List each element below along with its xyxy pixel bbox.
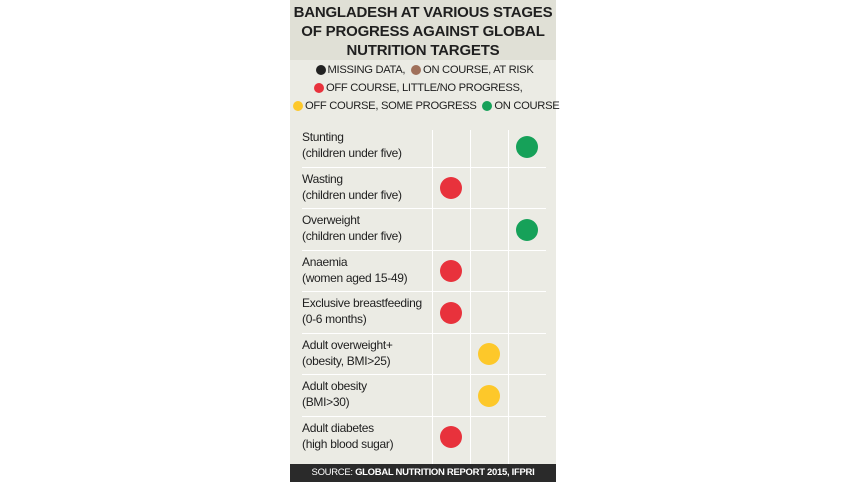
row-label-line-1: Exclusive breastfeeding [302,296,422,310]
legend-dot-off-little [314,83,324,94]
row-label: Adult overweight+ (obesity, BMI>25) [302,337,432,369]
row-label-line-1: Adult overweight+ [302,337,393,352]
row-label-line-1: Adult obesity [302,379,367,393]
title-line-3: NUTRITION TARGETS [346,42,500,59]
legend-dot-on-course [482,101,493,112]
row-label-line-2: (0-6 months) [302,312,367,326]
row-divider [302,415,546,417]
row-label-line-1: Stunting [302,130,344,144]
status-dot [478,343,500,366]
title-line-2: OF PROGRESS AGAINST GLOBAL [301,23,545,40]
table-row: Adult overweight+ (obesity, BMI>25) [290,334,556,375]
status-dot [478,384,500,407]
status-table: Stunting (children under five) Wasting (chi… [290,126,556,464]
table-rows: Stunting (children under five) Wasting (chi… [290,126,556,464]
legend-dot-missing [315,65,326,76]
row-divider [302,374,546,375]
row-label-line-1: Anaemia [302,254,348,269]
column-divider [432,130,433,464]
legend-label-off-some: OFF COURSE, SOME PROGRESS [305,100,477,113]
infographic-card: BANGLADESH AT VARIOUS STAGES OF PROGRESS… [290,0,560,482]
source-prefix: SOURCE: [311,467,353,478]
table-row: Exclusive breastfeeding (0-6 months) [290,292,556,334]
source-footer: SOURCE: GLOBAL NUTRITION REPORT 2015, IF… [290,464,556,482]
column-divider [508,130,509,464]
row-divider [302,332,546,334]
table-row: Wasting (children under five) [290,168,556,209]
legend-label-off-little: OFF COURSE, LITTLE/NO PROGRESS, [326,82,523,95]
row-label-line-1: Adult diabetes [302,420,374,435]
source-text: GLOBAL NUTRITION REPORT 2015, IFPRI [355,467,535,478]
legend: MISSING DATA, ON COURSE, AT RISK OFF COU… [290,64,560,120]
status-dot [440,426,462,449]
status-dot [440,260,462,283]
row-label: Adult obesity (BMI>30) [302,378,432,410]
row-label-line-2: (children under five) [302,187,402,202]
row-divider [302,249,546,251]
legend-label-on-course: ON COURSE [494,100,560,113]
row-label-line-2: (children under five) [302,146,402,160]
chart-title: BANGLADESH AT VARIOUS STAGES OF PROGRESS… [290,0,556,60]
legend-dot-at-risk [411,65,422,76]
row-label-line-2: (high blood sugar) [302,436,394,451]
row-label: Wasting (children under five) [302,171,432,203]
legend-row-3: OFF COURSE, SOME PROGRESS ON COURSE [290,100,560,118]
title-line-1: BANGLADESH AT VARIOUS STAGES [293,4,553,21]
row-divider [302,166,546,168]
row-label-line-2: (women aged 15-49) [302,270,408,285]
status-dot [440,177,462,200]
status-dot [440,301,462,324]
row-label: Overweight (children under five) [302,212,432,244]
legend-label-at-risk: ON COURSE, AT RISK [423,64,534,77]
legend-row-2: OFF COURSE, LITTLE/NO PROGRESS, [290,82,556,100]
row-label: Exclusive breastfeeding (0-6 months) [302,295,432,327]
row-divider [302,208,546,209]
row-label: Anaemia (women aged 15-49) [302,254,432,286]
row-label-line-2: (BMI>30) [302,395,350,409]
row-label-line-2: (children under five) [302,229,402,243]
row-label-line-1: Overweight [302,213,360,227]
row-label: Stunting (children under five) [302,129,432,161]
row-label-line-2: (obesity, BMI>25) [302,353,391,368]
table-row: Overweight (children under five) [290,209,556,251]
status-dot [516,135,538,158]
table-row: Adult diabetes (high blood sugar) [290,417,556,459]
table-row: Anaemia (women aged 15-49) [290,251,556,292]
table-row: Adult obesity (BMI>30) [290,375,556,417]
row-divider [302,291,546,292]
legend-row-1: MISSING DATA, ON COURSE, AT RISK [290,64,556,82]
legend-label-missing: MISSING DATA, [327,64,406,77]
column-divider [470,130,471,464]
table-row: Stunting (children under five) [290,126,556,168]
legend-dot-off-some [293,101,303,112]
status-dot [516,218,538,241]
row-label: Adult diabetes (high blood sugar) [302,420,432,452]
row-label-line-1: Wasting [302,171,343,186]
